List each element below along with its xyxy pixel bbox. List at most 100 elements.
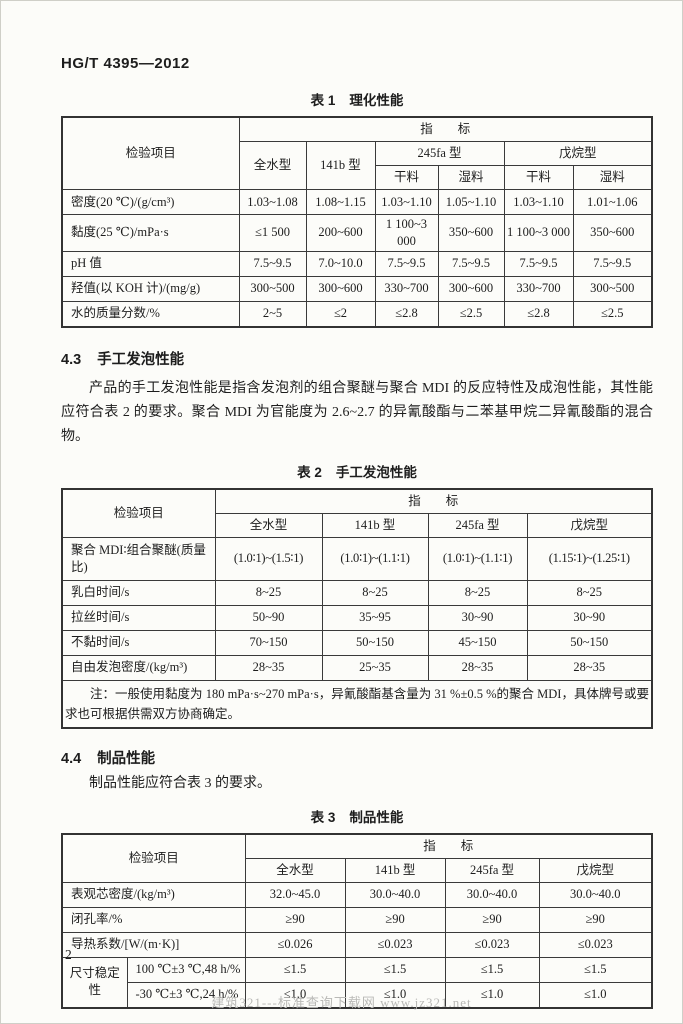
- table-cell: 30.0~40.0: [538, 881, 653, 908]
- table-row: 不黏时间/s 70~150 50~150 45~150 50~150: [61, 629, 653, 656]
- table-cell: 7.5~9.5: [437, 250, 505, 277]
- table1-row-viscosity-item: 黏度(25 ℃)/mPa·s: [61, 214, 240, 252]
- table-cell: 28~35: [526, 654, 653, 681]
- table3-row-thermal-conductivity-item: 导热系数/[W/(m·K)]: [61, 931, 246, 958]
- table-cell: 7.5~9.5: [374, 250, 439, 277]
- table2-header-item: 检验项目: [61, 488, 216, 538]
- table-cell: 1 100~3 000: [374, 214, 439, 252]
- table-cell: ≤0.023: [538, 931, 653, 958]
- table-cell: 330~700: [503, 275, 574, 302]
- table-cell: 300~600: [437, 275, 505, 302]
- table-cell: 30~90: [427, 604, 528, 631]
- table2-row-tack-free-time-item: 不黏时间/s: [61, 629, 216, 656]
- table-row: 表观芯密度/(kg/m³) 32.0~45.0 30.0~40.0 30.0~4…: [61, 881, 653, 908]
- table-cell: 1 100~3 000: [503, 214, 574, 252]
- table-cell: (1.0∶1)~(1.1∶1): [427, 536, 528, 581]
- table-cell: 1.05~1.10: [437, 189, 505, 215]
- section-4-3-heading: 4.3 手工发泡性能: [61, 348, 653, 369]
- table-cell: ≤1.5: [344, 956, 446, 983]
- table-cell: ≤0.023: [344, 931, 446, 958]
- table3-header-type-quanshui: 全水型: [244, 857, 346, 883]
- table-cell: 2~5: [238, 300, 307, 328]
- table3-header-indicator: 指 标: [244, 833, 653, 859]
- table2-header-indicator: 指 标: [214, 488, 653, 514]
- table-cell: 32.0~45.0: [244, 881, 346, 908]
- table3-row-closed-cell-item: 闭孔率/%: [61, 906, 246, 933]
- table-cell: ≤2.8: [503, 300, 574, 328]
- table1-header-dry-1: 干料: [374, 165, 439, 190]
- table-cell: ≤1.0: [538, 981, 653, 1009]
- table-row: 羟值(以 KOH 计)/(mg/g) 300~500 300~600 330~7…: [61, 275, 653, 302]
- table-cell: 70~150: [214, 629, 323, 656]
- table3-caption-label: 表 3: [310, 809, 336, 825]
- table2-header-type-quanshui: 全水型: [214, 512, 323, 538]
- table-cell: 330~700: [374, 275, 439, 302]
- table2-caption: 表 2 手工发泡性能: [61, 461, 653, 481]
- table-cell: ≥90: [244, 906, 346, 933]
- table1-row-ph-item: pH 值: [61, 250, 240, 277]
- table-row: 尺寸稳定性 100 ℃±3 ℃,48 h/% ≤1.5 ≤1.5 ≤1.5 ≤1…: [61, 956, 653, 1009]
- table-cell: (1.15∶1)~(1.25∶1): [526, 536, 653, 581]
- table2-note-row: 注：一般使用黏度为 180 mPa·s~270 mPa·s，异氰酸酯基含量为 3…: [61, 679, 653, 729]
- table3-header-type-141b: 141b 型: [344, 857, 446, 883]
- table-cell: 1.01~1.06: [572, 189, 653, 215]
- page-content: HG/T 4395—2012 表 1 理化性能 检验项目 指 标 全水型 141b…: [61, 1, 653, 1023]
- table-cell: 50~150: [526, 629, 653, 656]
- table1-header-indicator: 指 标: [238, 116, 653, 142]
- table-row: 水的质量分数/% 2~5 ≤2 ≤2.8 ≤2.5 ≤2.8 ≤2.5: [61, 300, 653, 328]
- table-cell: 200~600: [305, 214, 376, 252]
- table2-row-string-time-item: 拉丝时间/s: [61, 604, 216, 631]
- table-cell: 7.5~9.5: [238, 250, 307, 277]
- table1-caption: 表 1 理化性能: [61, 89, 653, 109]
- table1-header-type-245fa: 245fa 型: [374, 141, 505, 166]
- table2-header-row-2: 全水型 141b 型 245fa 型 戊烷型: [62, 512, 653, 538]
- table-cell: 50~150: [321, 629, 429, 656]
- table1-header-row-1: 检验项目 指 标: [61, 116, 653, 190]
- table-cell: ≤1.0: [344, 981, 446, 1009]
- table-cell: 8~25: [427, 579, 528, 606]
- table-cell: 7.5~9.5: [503, 250, 574, 277]
- table-cell: ≤2.5: [437, 300, 505, 328]
- table1-caption-label: 表 1: [310, 93, 336, 108]
- table-cell: 35~95: [321, 604, 429, 631]
- doc-number: HG/T 4395—2012: [61, 55, 190, 72]
- table-cell: 7.5~9.5: [572, 250, 653, 277]
- table-cell: 8~25: [321, 579, 429, 606]
- table-cell: 1.03~1.10: [503, 189, 574, 215]
- table3-dim-stability-label: 尺寸稳定性: [61, 956, 128, 1009]
- table-cell: 25~35: [321, 654, 429, 681]
- table-row: -30 ℃±3 ℃,24 h/% ≤1.0 ≤1.0 ≤1.0 ≤1.0: [62, 981, 653, 1009]
- page-number: 2: [65, 947, 72, 962]
- table1-header-type-quanshui: 全水型: [238, 141, 307, 190]
- section-4-3-paragraph: 产品的手工发泡性能是指含发泡剂的组合聚醚与聚合 MDI 的反应特性及成泡性能，其…: [61, 380, 653, 444]
- table3-header-row-1: 检验项目 指 标: [61, 833, 653, 883]
- table1-row-hydroxyl-item: 羟值(以 KOH 计)/(mg/g): [61, 275, 240, 302]
- table-cell: ≥90: [444, 906, 540, 933]
- section-4-3-title: 手工发泡性能: [97, 351, 185, 368]
- table-cell: 45~150: [427, 629, 528, 656]
- table1-row-density-item: 密度(20 ℃)/(g/cm³): [61, 189, 240, 215]
- table3-header-row-2: 全水型 141b 型 245fa 型 戊烷型: [62, 857, 653, 883]
- table3-header-type-245fa: 245fa 型: [444, 857, 540, 883]
- table-cell: 350~600: [437, 214, 505, 252]
- table2-header-type-245fa: 245fa 型: [427, 512, 528, 538]
- table-cell: 300~500: [572, 275, 653, 302]
- table2-caption-label: 表 2: [297, 464, 322, 480]
- table-cell: ≥90: [344, 906, 446, 933]
- table3-header-item: 检验项目: [61, 833, 246, 883]
- section-4-4-title: 制品性能: [97, 750, 156, 767]
- table2-row-cream-time-item: 乳白时间/s: [61, 579, 216, 606]
- table2-header-row-1: 检验项目 指 标: [61, 488, 653, 538]
- table-cell: ≤1.0: [244, 981, 346, 1009]
- table2-header-type-141b: 141b 型: [321, 512, 429, 538]
- table-cell: 30~90: [526, 604, 653, 631]
- watermark-text: 建筑321---标准查询下载网 www.jz321.net: [211, 995, 472, 1010]
- table3-row-core-density-item: 表观芯密度/(kg/m³): [61, 881, 246, 908]
- table2-caption-title: 手工发泡性能: [335, 464, 417, 480]
- table-row: 拉丝时间/s 50~90 35~95 30~90 30~90: [61, 604, 653, 631]
- section-4-3-number: 4.3: [61, 351, 82, 368]
- table-cell: 300~600: [305, 275, 376, 302]
- table1-header-wet-2: 湿料: [572, 165, 653, 190]
- table-cell: 50~90: [214, 604, 323, 631]
- table2-note-text: 注：一般使用黏度为 180 mPa·s~270 mPa·s，异氰酸酯基含量为 3…: [65, 686, 649, 721]
